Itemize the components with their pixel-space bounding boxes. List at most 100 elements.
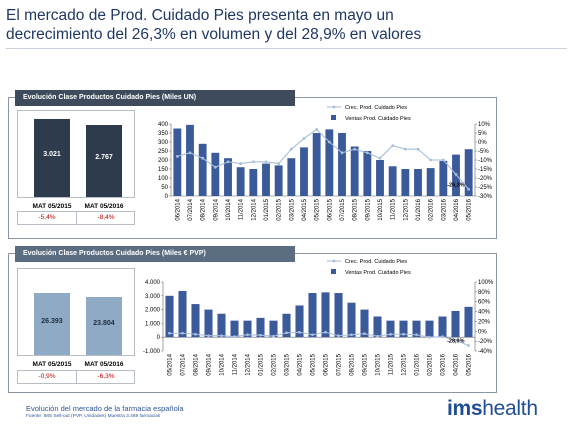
units-xtick-label: 08/2015 bbox=[353, 198, 359, 220]
units-xtick-label: 09/2014 bbox=[213, 198, 219, 220]
values-xtick-label: 12/2015 bbox=[402, 353, 408, 375]
units-panel-header: Evolución Clase Productos Cuidado Pies (… bbox=[15, 90, 295, 106]
units-growth-point bbox=[289, 147, 293, 151]
values-bar bbox=[295, 305, 304, 338]
units-bar bbox=[439, 160, 448, 196]
footer-source: Fuente: IMS Sell-out (PVP, Unidades) Mue… bbox=[26, 414, 161, 419]
values-bar bbox=[451, 310, 460, 338]
values-growth-point bbox=[337, 334, 340, 338]
values-bar bbox=[399, 320, 408, 338]
values-mat-box: 26.393 MAT 05/2015 23.804 MAT 05/2016 bbox=[17, 268, 135, 368]
values-xtick-label: 05/2014 bbox=[168, 353, 174, 375]
page-title: El mercado de Prod. Cuidado Pies present… bbox=[6, 6, 566, 44]
values-ytick-label-right: 100% bbox=[478, 280, 494, 286]
units-xtick-label: 08/2014 bbox=[201, 198, 207, 220]
units-growth-point bbox=[467, 187, 471, 191]
values-bar bbox=[256, 317, 265, 338]
values-xtick-label: 01/2016 bbox=[415, 353, 421, 375]
footer-title: Evolución del mercado de la farmacia esp… bbox=[26, 404, 184, 413]
values-growth-point bbox=[441, 335, 444, 339]
values-xtick-label: 07/2015 bbox=[337, 353, 343, 375]
units-growth-point bbox=[251, 160, 255, 164]
units-bar bbox=[388, 166, 397, 196]
units-xtick-label: 01/2016 bbox=[416, 198, 422, 220]
units-growth-point bbox=[429, 158, 433, 162]
values-ytick-label-right: 20% bbox=[478, 319, 491, 325]
values-growth-point bbox=[454, 338, 457, 342]
units-bar bbox=[350, 146, 359, 196]
values-bar bbox=[204, 309, 213, 338]
units-ytick-label-right: 0% bbox=[478, 140, 487, 146]
units-bar bbox=[325, 129, 334, 196]
values-bar bbox=[243, 320, 252, 338]
units-xtick-label: 05/2015 bbox=[315, 198, 321, 220]
units-bar bbox=[198, 143, 207, 196]
values-bar bbox=[178, 290, 187, 338]
units-bar bbox=[173, 128, 182, 196]
units-growth-point bbox=[454, 173, 458, 176]
units-growth-point bbox=[201, 156, 205, 160]
values-xtick-label: 04/2015 bbox=[298, 353, 304, 375]
values-xtick-label: 10/2014 bbox=[220, 353, 226, 375]
units-xtick-label: 11/2014 bbox=[239, 198, 245, 220]
values-growth-point bbox=[181, 331, 184, 335]
units-growth-separator bbox=[76, 212, 77, 224]
logo-normal: health bbox=[482, 397, 538, 420]
values-panel-header: Evolución Clase Productos Cuidado Pies (… bbox=[15, 246, 295, 262]
values-growth-point bbox=[428, 335, 431, 339]
values-ytick-label-right: 0% bbox=[478, 329, 487, 335]
values-growth-point bbox=[233, 335, 236, 339]
values-xtick-label: 03/2016 bbox=[441, 353, 447, 375]
units-ytick-label-right: -10% bbox=[478, 158, 493, 164]
values-ytick-label-right: 40% bbox=[478, 310, 491, 316]
values-bar bbox=[282, 313, 291, 338]
units-growth-point bbox=[441, 158, 445, 162]
units-xtick-label: 07/2015 bbox=[340, 198, 346, 220]
values-bar bbox=[347, 302, 356, 338]
units-bar bbox=[464, 149, 473, 196]
units-xtick-label: 03/2015 bbox=[289, 198, 295, 220]
units-growth-point bbox=[365, 151, 369, 155]
units-annotation: -26,3% bbox=[447, 182, 465, 188]
values-xtick-label: 02/2015 bbox=[272, 353, 278, 375]
units-xtick-label: 09/2015 bbox=[365, 198, 371, 220]
title-line-2: decrecimiento del 26,3% en volumen y del… bbox=[6, 26, 422, 43]
units-growth-point bbox=[315, 128, 319, 131]
values-mat-value-2015: 26.393 bbox=[41, 318, 63, 325]
units-growth-point bbox=[403, 147, 407, 151]
values-xtick-label: 09/2015 bbox=[363, 353, 369, 375]
values-bar bbox=[386, 320, 395, 338]
units-bar bbox=[300, 147, 308, 196]
units-ytick-label-right: -20% bbox=[478, 176, 493, 182]
values-growth-2015: -0,9% bbox=[38, 373, 56, 380]
values-ytick-label-right: -40% bbox=[478, 349, 493, 355]
values-panel: Evolución Clase Productos Cuidado Pies (… bbox=[8, 246, 497, 393]
units-bar bbox=[262, 163, 270, 196]
ims-health-logo: imshealth bbox=[447, 397, 538, 421]
values-growth-point bbox=[363, 332, 366, 336]
units-ytick-label-right: 10% bbox=[478, 122, 491, 128]
values-xtick-label: 10/2015 bbox=[376, 353, 382, 375]
values-bar bbox=[269, 320, 278, 338]
units-ytick-label-left: 200 bbox=[158, 158, 169, 164]
values-ytick-label-left: 0 bbox=[157, 335, 161, 341]
units-xtick-label: 01/2015 bbox=[264, 198, 270, 220]
values-growth-point bbox=[246, 333, 249, 337]
units-ytick-label-left: 0 bbox=[165, 194, 169, 200]
values-ytick-label-right: 60% bbox=[478, 300, 491, 306]
values-bar bbox=[334, 293, 343, 338]
values-annotation: -28,9% bbox=[447, 339, 465, 345]
units-ytick-label-left: 100 bbox=[158, 176, 169, 182]
values-growth-box: -0,9% -6,3% bbox=[17, 370, 135, 384]
values-mat-label-2016: MAT 05/2016 bbox=[84, 361, 124, 368]
units-ytick-label-right: -5% bbox=[478, 149, 489, 155]
units-legend-line-marker bbox=[332, 105, 336, 109]
values-growth-point bbox=[259, 333, 262, 337]
values-legend-line-marker bbox=[332, 259, 336, 263]
units-xtick-label: 03/2016 bbox=[441, 198, 447, 220]
values-bar bbox=[308, 293, 317, 338]
values-growth-point bbox=[389, 332, 392, 336]
values-bar bbox=[165, 295, 174, 338]
units-xtick-label: 04/2016 bbox=[454, 198, 460, 220]
values-bar bbox=[464, 306, 473, 338]
